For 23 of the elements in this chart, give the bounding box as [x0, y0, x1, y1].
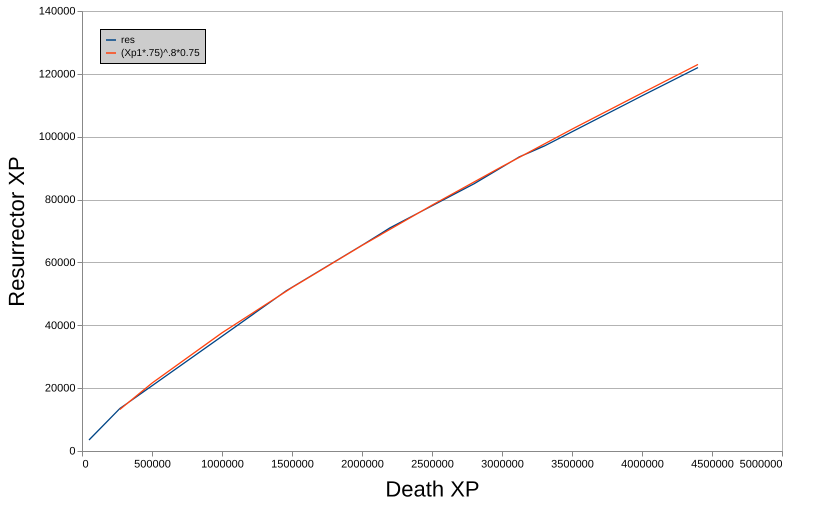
x-tick-label: 4000000: [621, 458, 664, 470]
x-tick-label: 3000000: [481, 458, 524, 470]
x-tick-label: 1000000: [201, 458, 244, 470]
x-tick-label: 2000000: [341, 458, 384, 470]
y-tick-label: 60000: [44, 256, 76, 269]
x-tick-label: 4500000: [691, 458, 734, 470]
x-tick-label: 1500000: [271, 458, 314, 470]
x-tick-label: 0: [82, 458, 89, 470]
y-tick-label: 80000: [44, 194, 76, 206]
x-tick-label: 3500000: [551, 458, 594, 470]
x-tick-label: 5000000: [740, 458, 782, 470]
y-tick-label: 40000: [44, 320, 76, 332]
y-tick-label: 0: [69, 446, 76, 458]
y-tick-label: 100000: [38, 131, 76, 144]
x-axis-title: Death XP: [385, 476, 480, 502]
y-tick-label: 140000: [38, 6, 76, 18]
legend-label: (Xp1*.75)^.8*0.75: [121, 48, 200, 59]
x-tick-label: 2500000: [411, 458, 454, 470]
y-axis-title: Resurrector XP: [4, 156, 29, 307]
legend-label: res: [121, 35, 135, 46]
x-tick-label: 500000: [134, 458, 171, 470]
y-tick-label: 120000: [38, 68, 76, 80]
y-tick-label: 20000: [44, 382, 76, 395]
